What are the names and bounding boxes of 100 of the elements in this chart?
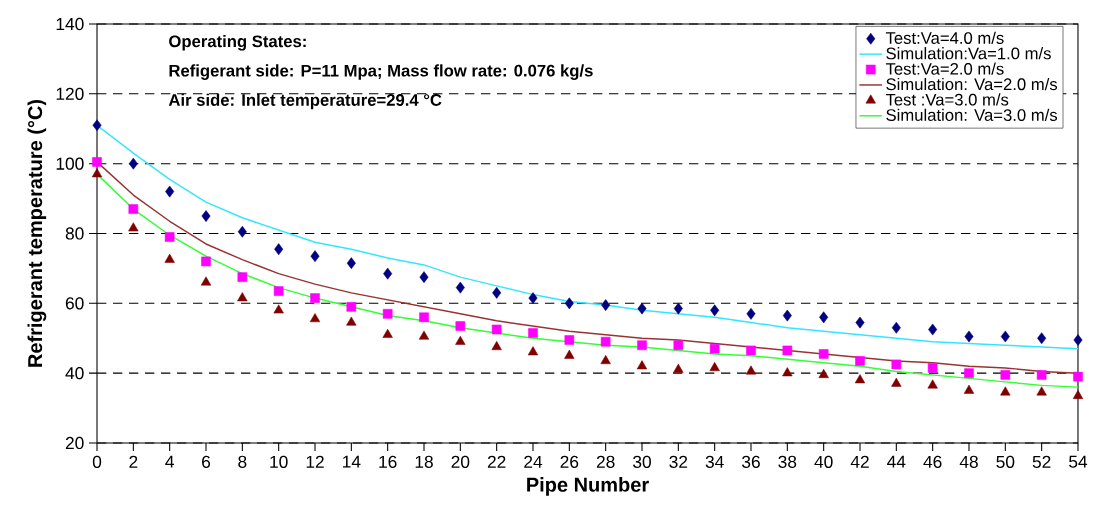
point	[782, 309, 792, 322]
y-tick-label: 120	[56, 87, 84, 100]
point	[1037, 332, 1047, 345]
point	[891, 321, 901, 334]
point	[346, 302, 357, 312]
x-tick-label: 16	[379, 455, 397, 468]
point	[382, 328, 393, 338]
x-tick-label: 24	[524, 455, 543, 468]
x-tick-label: 0	[92, 455, 102, 468]
point	[1036, 386, 1047, 396]
point	[600, 355, 611, 364]
point	[1000, 370, 1011, 380]
point	[818, 349, 829, 359]
point	[855, 356, 865, 366]
x-tick-label: 54	[1069, 455, 1088, 468]
point	[964, 368, 974, 378]
point	[528, 328, 538, 338]
point	[782, 367, 793, 377]
point	[637, 302, 647, 315]
point	[601, 299, 611, 311]
x-tick-label: 8	[238, 455, 247, 468]
point	[1073, 334, 1083, 346]
y-tick-label: 80	[65, 227, 84, 240]
point	[237, 225, 247, 238]
point	[564, 335, 575, 345]
legend-label: Test:Va=2.0 m/s	[885, 62, 1004, 75]
point	[455, 321, 466, 331]
point	[164, 253, 175, 263]
point	[310, 250, 320, 263]
x-tick-label: 30	[633, 455, 651, 468]
annotation: Operating States:	[169, 34, 306, 51]
point	[1000, 330, 1010, 343]
point	[165, 185, 175, 198]
point	[273, 304, 284, 314]
y-tick-label: 20	[65, 436, 84, 450]
y-tick-label: 40	[65, 367, 84, 380]
point	[382, 309, 393, 319]
point	[273, 286, 284, 296]
legend-label: Simulation: Va=3.0 m/s	[886, 108, 1058, 121]
point	[201, 256, 211, 267]
point	[1073, 371, 1083, 382]
x-tick-label: 48	[959, 455, 978, 468]
point	[673, 302, 683, 315]
legend-label: Simulation:Va=1.0 m/s	[886, 47, 1051, 60]
point	[564, 297, 574, 310]
y-axis-title: Refrigerant temperature (°C)	[27, 99, 47, 367]
point	[710, 304, 720, 317]
point	[1000, 386, 1011, 396]
x-tick-label: 10	[270, 455, 288, 468]
point	[237, 292, 248, 302]
point	[92, 119, 102, 132]
point	[927, 363, 938, 373]
point	[636, 360, 648, 370]
point	[274, 243, 284, 256]
point	[419, 271, 429, 284]
point	[673, 363, 684, 373]
x-tick-label: 20	[451, 455, 470, 468]
x-tick-label: 44	[887, 455, 906, 468]
x-tick-label: 46	[923, 455, 942, 468]
point	[854, 374, 866, 384]
point	[346, 257, 356, 270]
legend-label: Test:Va=4.0 m/s	[885, 31, 1004, 44]
point	[782, 345, 793, 356]
x-tick-label: 14	[343, 455, 361, 468]
point	[927, 379, 938, 389]
point	[637, 340, 647, 351]
x-tick-label: 42	[850, 455, 869, 468]
point	[128, 157, 138, 170]
annotation: Air side: Inlet temperature=29.4 °C	[168, 93, 442, 110]
point	[1036, 370, 1047, 380]
y-tick-label: 60	[65, 297, 84, 310]
y-tick-label: 140	[56, 17, 84, 31]
x-tick-label: 34	[705, 455, 724, 468]
point	[200, 276, 212, 286]
point	[455, 281, 465, 294]
x-tick-label: 2	[129, 455, 138, 468]
legend-label: Simulation: Va=2.0 m/s	[886, 77, 1058, 91]
point	[891, 359, 902, 370]
point	[745, 365, 757, 375]
point	[1072, 389, 1084, 399]
point	[818, 369, 829, 378]
point	[891, 377, 902, 387]
point	[709, 343, 720, 354]
point	[928, 323, 938, 336]
point	[309, 313, 321, 323]
x-tick-label: 36	[742, 455, 760, 468]
x-tick-label: 40	[814, 455, 833, 468]
point	[383, 267, 393, 280]
point	[491, 324, 502, 335]
point	[564, 349, 575, 359]
point	[128, 222, 139, 232]
x-tick-label: 50	[996, 455, 1015, 468]
x-tick-label: 38	[778, 455, 797, 468]
legend-label: Test :Va=3.0 m/s	[885, 93, 1009, 106]
point	[92, 157, 102, 167]
x-tick-label: 28	[596, 455, 615, 468]
point	[492, 286, 502, 299]
point	[164, 232, 175, 242]
point	[455, 335, 466, 345]
point	[746, 307, 756, 320]
